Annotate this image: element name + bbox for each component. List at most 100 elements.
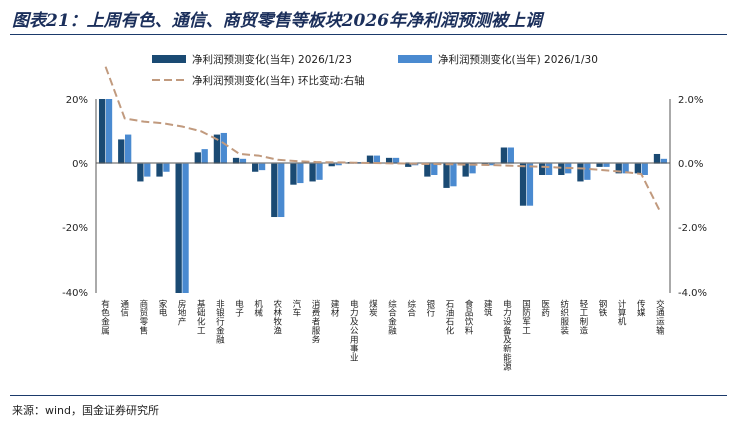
bar-2026-01-23 xyxy=(290,163,297,185)
category-label: 非银行金融 xyxy=(216,299,225,346)
bar-2026-01-30 xyxy=(163,163,170,172)
bar-2026-01-30 xyxy=(507,147,514,164)
bar-2026-01-23 xyxy=(213,134,221,164)
category-label: 综合金融 xyxy=(388,299,397,337)
bar-2026-01-23 xyxy=(558,163,565,175)
category-label: 轻工制造 xyxy=(580,299,589,337)
category-label: 煤炭 xyxy=(369,299,378,319)
bar-2026-01-23 xyxy=(385,157,393,164)
category-label: 计算机 xyxy=(618,299,627,328)
bar-2026-01-23 xyxy=(137,163,144,182)
bar-series xyxy=(98,99,668,293)
category-label: 机械 xyxy=(254,299,263,319)
bar-2026-01-23 xyxy=(443,163,450,188)
bar-2026-01-23 xyxy=(366,155,374,164)
legend-label-series1: 净利润预测变化(当年) 2026/1/23 xyxy=(192,53,352,66)
bar-2026-01-23 xyxy=(98,99,106,164)
category-label: 建筑 xyxy=(484,299,493,319)
category-label: 银行 xyxy=(427,299,436,319)
bar-2026-01-30 xyxy=(469,163,476,174)
category-label: 家电 xyxy=(159,299,168,319)
trend-line xyxy=(104,66,662,213)
right-tick-label: 0.0% xyxy=(678,159,703,170)
bar-2026-01-23 xyxy=(596,163,603,167)
right-tick-label: -4.0% xyxy=(678,288,707,299)
bar-2026-01-30 xyxy=(182,163,189,293)
bar-2026-01-30 xyxy=(526,163,534,206)
category-label: 建材 xyxy=(331,299,340,319)
category-label: 消费者服务 xyxy=(312,299,321,346)
bar-2026-01-30 xyxy=(641,163,648,175)
bar-2026-01-30 xyxy=(622,163,629,174)
right-tick-label: 2.0% xyxy=(678,95,703,106)
category-label: 商贸零售 xyxy=(140,299,149,337)
category-label: 电子 xyxy=(235,299,244,319)
bar-2026-01-23 xyxy=(232,157,240,164)
bar-2026-01-30 xyxy=(450,163,457,187)
category-label: 医药 xyxy=(541,300,550,319)
bar-2026-01-30 xyxy=(258,163,266,171)
category-label: 传媒 xyxy=(637,299,646,319)
left-tick-label: 20% xyxy=(66,95,88,106)
right-tick-label: -2.0% xyxy=(678,223,707,234)
bar-2026-01-30 xyxy=(144,163,151,177)
left-tick-label: -20% xyxy=(62,223,88,234)
chart-title: 图表21：上周有色、通信、商贸零售等板块2026年净利润预测被上调 xyxy=(12,11,542,31)
category-label: 纺织服装 xyxy=(561,299,570,337)
bar-2026-01-23 xyxy=(634,163,641,174)
bar-2026-01-23 xyxy=(577,163,584,182)
bar-2026-01-23 xyxy=(271,163,278,218)
category-label: 农林牧渔 xyxy=(274,299,283,337)
bar-2026-01-30 xyxy=(603,163,610,167)
bar-2026-01-30 xyxy=(584,163,591,180)
legend: 净利润预测变化(当年) 2026/1/23 净利润预测变化(当年) 2026/1… xyxy=(152,53,598,87)
bar-2026-01-23 xyxy=(156,163,163,177)
bar-2026-01-23 xyxy=(175,163,182,293)
source-note: 来源：wind，国金证券研究所 xyxy=(12,404,160,417)
category-label: 基础化工 xyxy=(197,299,206,337)
right-axis-ticks: 2.0% 0.0% -2.0% -4.0% xyxy=(678,95,707,299)
bar-2026-01-30 xyxy=(239,158,247,164)
left-tick-label: -40% xyxy=(62,288,88,299)
bar-2026-01-23 xyxy=(519,163,527,206)
bar-2026-01-23 xyxy=(252,163,259,172)
category-label: 综合 xyxy=(407,299,416,319)
bottom-divider xyxy=(10,395,727,396)
bar-2026-01-23 xyxy=(539,163,546,175)
bar-2026-01-30 xyxy=(488,163,495,166)
bar-2026-01-23 xyxy=(405,163,412,167)
bar-2026-01-30 xyxy=(316,163,323,180)
bar-2026-01-23 xyxy=(118,139,125,164)
bar-2026-01-23 xyxy=(653,153,661,164)
category-label: 电力设备及新能源 xyxy=(503,299,512,372)
bar-2026-01-30 xyxy=(660,158,668,164)
category-label: 交通运输 xyxy=(656,299,665,337)
bar-2026-01-23 xyxy=(424,163,431,177)
bar-2026-01-23 xyxy=(194,152,201,164)
bar-2026-01-30 xyxy=(125,134,132,164)
category-label: 电力及公用事业 xyxy=(350,299,359,364)
bar-2026-01-30 xyxy=(373,155,381,164)
category-label: 通信 xyxy=(120,299,129,319)
bar-2026-01-30 xyxy=(297,163,304,184)
bar-2026-01-30 xyxy=(105,99,113,164)
legend-swatch-series1 xyxy=(152,55,186,63)
bar-2026-01-23 xyxy=(309,163,316,182)
left-axis-ticks: 20% 0% -20% -40% xyxy=(62,95,88,299)
legend-label-line: 净利润预测变化(当年) 环比变动:右轴 xyxy=(192,74,365,87)
bar-2026-01-30 xyxy=(201,149,208,164)
legend-label-series2: 净利润预测变化(当年) 2026/1/30 xyxy=(438,53,598,66)
left-tick-label: 0% xyxy=(72,159,88,170)
bar-2026-01-30 xyxy=(335,163,342,166)
bar-2026-01-23 xyxy=(462,163,469,177)
trend-line-series xyxy=(104,66,662,213)
bar-2026-01-23 xyxy=(328,163,335,167)
category-label: 房地产 xyxy=(178,299,187,328)
category-label: 钢铁 xyxy=(599,299,608,319)
bar-2026-01-30 xyxy=(278,163,285,218)
category-label: 食品饮料 xyxy=(465,299,474,337)
legend-swatch-series2 xyxy=(398,55,432,63)
category-label: 国防军工 xyxy=(522,300,531,337)
